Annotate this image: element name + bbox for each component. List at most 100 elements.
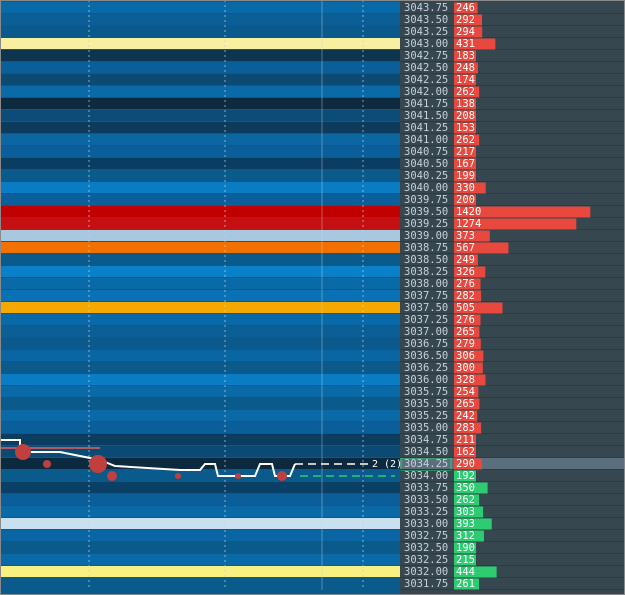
price-label: 3034.25	[404, 458, 448, 470]
volume-bar	[454, 170, 476, 182]
price-label: 3036.50	[404, 350, 448, 362]
volume-bar	[454, 218, 577, 230]
volume-bar	[454, 206, 591, 218]
volume-bar	[454, 386, 479, 398]
ladder-background	[400, 0, 625, 595]
price-label: 3036.75	[404, 338, 448, 350]
price-label: 3034.75	[404, 434, 448, 446]
volume-bar	[454, 542, 476, 554]
order-label: 2 (2)	[372, 459, 402, 470]
volume-bar	[454, 2, 478, 14]
volume-bar	[454, 446, 476, 458]
volume-label: 328	[456, 374, 475, 386]
volume-bar	[454, 278, 481, 290]
price-label: 3033.50	[404, 494, 448, 506]
heat-row	[0, 170, 400, 181]
volume-bar	[454, 254, 478, 266]
heat-row	[0, 158, 400, 169]
heat-row	[0, 446, 400, 457]
price-label: 3032.50	[404, 542, 448, 554]
heat-row	[0, 218, 400, 229]
price-label: 3037.00	[404, 326, 448, 338]
volume-bar	[454, 422, 482, 434]
volume-bar	[454, 530, 484, 542]
price-label: 3037.25	[404, 314, 448, 326]
volume-bar	[454, 470, 476, 482]
volume-label: 183	[456, 50, 475, 62]
volume-bar	[454, 410, 478, 422]
price-label: 3032.75	[404, 530, 448, 542]
volume-label: 242	[456, 410, 475, 422]
volume-label: 373	[456, 230, 475, 242]
heat-row	[0, 470, 400, 481]
price-label: 3035.00	[404, 422, 448, 434]
heat-row	[0, 278, 400, 289]
volume-bar	[454, 122, 476, 134]
heat-row	[0, 350, 400, 361]
heatmap	[0, 2, 400, 589]
heat-row	[0, 266, 400, 277]
price-label: 3033.75	[404, 482, 448, 494]
volume-label: 276	[456, 278, 475, 290]
price-label: 3043.50	[404, 14, 448, 26]
volume-bar	[454, 38, 496, 50]
volume-label: 567	[456, 242, 475, 254]
volume-label: 300	[456, 362, 475, 374]
price-label: 3039.50	[404, 206, 448, 218]
volume-bar	[454, 14, 483, 26]
heat-row	[0, 398, 400, 409]
volume-label: 215	[456, 554, 475, 566]
heat-row	[0, 146, 400, 157]
volume-bar	[454, 302, 503, 314]
volume-bar	[454, 338, 481, 350]
volume-bar	[454, 242, 509, 254]
price-label: 3031.75	[404, 578, 448, 590]
price-label: 3038.50	[404, 254, 448, 266]
volume-label: 306	[456, 350, 475, 362]
volume-bar	[454, 74, 476, 86]
heat-row	[0, 110, 400, 121]
volume-label: 393	[456, 518, 475, 530]
volume-label: 265	[456, 326, 475, 338]
trade-bubble	[277, 471, 287, 481]
heat-row	[0, 98, 400, 109]
volume-label: 265	[456, 398, 475, 410]
heat-row	[0, 410, 400, 421]
price-label: 3034.50	[404, 446, 448, 458]
price-label: 3041.75	[404, 98, 448, 110]
heat-row	[0, 326, 400, 337]
price-label: 3041.25	[404, 122, 448, 134]
heat-row	[0, 434, 400, 445]
volume-label: 276	[456, 314, 475, 326]
volume-bar	[454, 314, 481, 326]
volume-bar	[454, 194, 476, 206]
volume-label: 249	[456, 254, 475, 266]
price-ladder: 3043.75 246 3043.50 292 3043.25 294 3043.00 431…	[400, 2, 625, 590]
volume-bar	[454, 434, 476, 446]
volume-bar	[454, 134, 480, 146]
volume-bar	[454, 86, 480, 98]
heat-row	[0, 482, 400, 493]
price-label: 3041.50	[404, 110, 448, 122]
volume-bar	[454, 182, 486, 194]
heat-row	[0, 242, 400, 253]
volume-bar	[454, 326, 480, 338]
price-label: 3040.25	[404, 170, 448, 182]
price-label: 3035.50	[404, 398, 448, 410]
heat-row	[0, 206, 400, 217]
volume-label: 208	[456, 110, 475, 122]
heat-row	[0, 254, 400, 265]
volume-label: 162	[456, 446, 475, 458]
volume-bar	[454, 110, 476, 122]
volume-label: 350	[456, 482, 475, 494]
volume-bar	[454, 62, 478, 74]
price-trace	[0, 439, 296, 477]
price-label: 3040.00	[404, 182, 448, 194]
heat-row	[0, 182, 400, 193]
heat-row	[0, 194, 400, 205]
heat-row	[0, 518, 400, 529]
heat-row	[0, 506, 400, 517]
price-label: 3033.25	[404, 506, 448, 518]
volume-label: 303	[456, 506, 475, 518]
